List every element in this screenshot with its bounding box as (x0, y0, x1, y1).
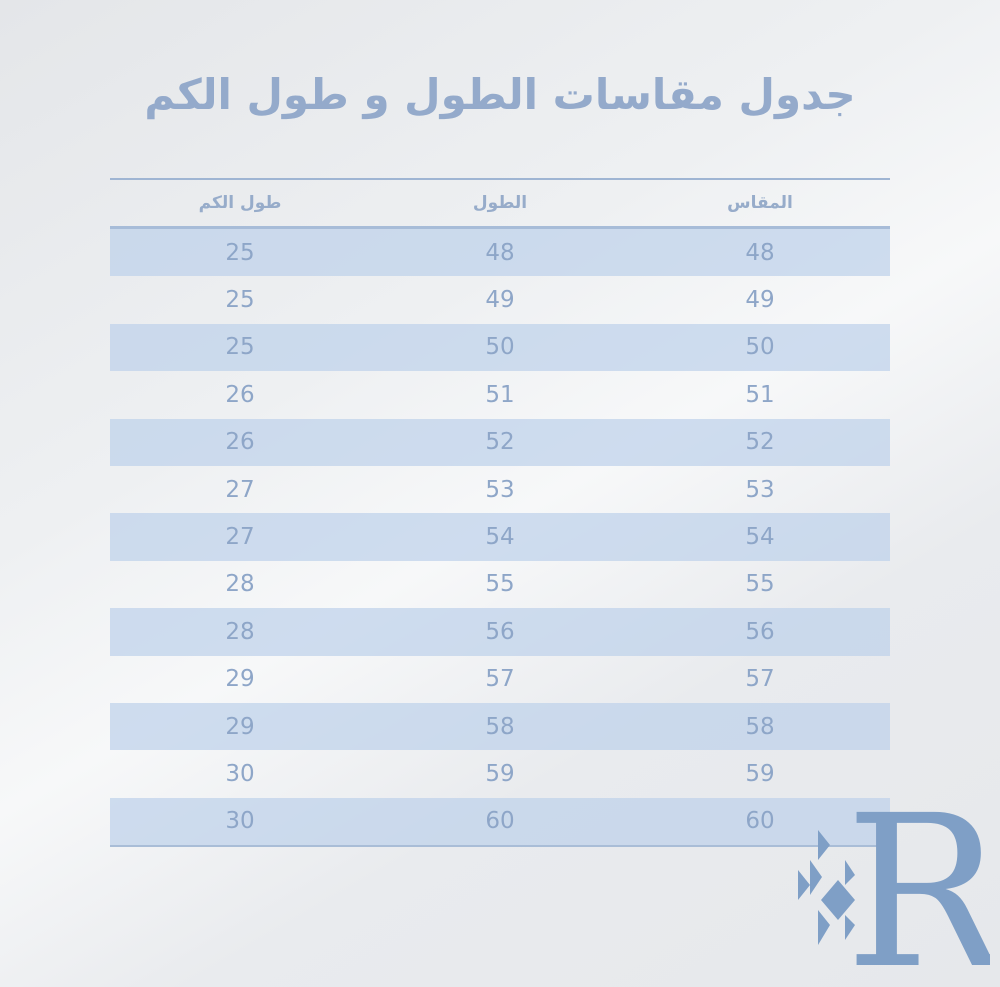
header-length: الطول (472, 193, 528, 213)
cell-sleeve-length: 25 (225, 239, 255, 266)
logo-diamond (821, 880, 855, 920)
table-row: 57 57 29 (110, 656, 890, 703)
size-table: المقاس الطول طول الكم 48 48 25 49 49 25 50 50 25… (110, 178, 890, 848)
cell-size: 57 (745, 666, 775, 693)
logo-triangle (818, 830, 830, 860)
cell-size: 59 (745, 760, 775, 787)
table-row: 49 49 25 (110, 276, 890, 323)
table-row: 55 55 28 (110, 561, 890, 608)
cell-length: 60 (485, 808, 515, 835)
cell-sleeve-length: 26 (225, 381, 255, 408)
table-row: 60 60 30 (110, 797, 890, 846)
cell-size: 50 (745, 334, 775, 361)
cell-size: 58 (745, 713, 775, 740)
brand-logo: R (798, 785, 990, 975)
table-row: 52 52 26 (110, 418, 890, 466)
cell-length: 56 (485, 618, 515, 645)
cell-length: 58 (485, 713, 515, 740)
cell-sleeve-length: 29 (225, 713, 255, 740)
cell-length: 55 (485, 571, 515, 598)
cell-sleeve-length: 29 (225, 666, 255, 693)
cell-length: 51 (485, 381, 515, 408)
cell-size: 48 (745, 239, 775, 266)
cell-size: 49 (745, 287, 775, 314)
cell-size: 53 (745, 476, 775, 503)
header-sleeve-length: طول الكم (198, 193, 282, 213)
table-row: 48 48 25 (110, 229, 890, 277)
cell-length: 49 (485, 287, 515, 314)
cell-length: 50 (485, 334, 515, 361)
cell-sleeve-length: 26 (225, 429, 255, 456)
logo-triangle (810, 860, 822, 895)
cell-sleeve-length: 27 (225, 524, 255, 551)
cell-size: 52 (745, 429, 775, 456)
cell-length: 48 (485, 239, 515, 266)
cell-size: 51 (745, 381, 775, 408)
table-row: 50 50 25 (110, 323, 890, 372)
cell-length: 59 (485, 760, 515, 787)
cell-sleeve-length: 30 (225, 808, 255, 835)
cell-size: 56 (745, 618, 775, 645)
table-row: 54 54 27 (110, 513, 890, 561)
cell-length: 53 (485, 476, 515, 503)
table-row: 58 58 29 (110, 702, 890, 751)
cell-sleeve-length: 27 (225, 476, 255, 503)
cell-sleeve-length: 25 (225, 287, 255, 314)
cell-sleeve-length: 28 (225, 571, 255, 598)
table-header: المقاس الطول طول الكم (110, 180, 890, 229)
cell-length: 52 (485, 429, 515, 456)
table-row: 59 59 30 (110, 750, 890, 797)
table-row: 53 53 27 (110, 466, 890, 513)
logo-triangle (818, 910, 830, 945)
page-title: جدول مقاسات الطول و طول الكم (144, 70, 856, 119)
header-size: المقاس (727, 193, 793, 213)
table-row: 51 51 26 (110, 371, 890, 418)
cell-sleeve-length: 30 (225, 760, 255, 787)
cell-sleeve-length: 28 (225, 618, 255, 645)
cell-length: 57 (485, 666, 515, 693)
cell-size: 54 (745, 524, 775, 551)
logo-triangle (798, 870, 810, 900)
cell-length: 54 (485, 524, 515, 551)
cell-size: 55 (745, 571, 775, 598)
cell-size: 60 (745, 808, 775, 835)
table-row: 56 56 28 (110, 608, 890, 656)
cell-sleeve-length: 25 (225, 334, 255, 361)
logo-letter: R (845, 785, 990, 975)
